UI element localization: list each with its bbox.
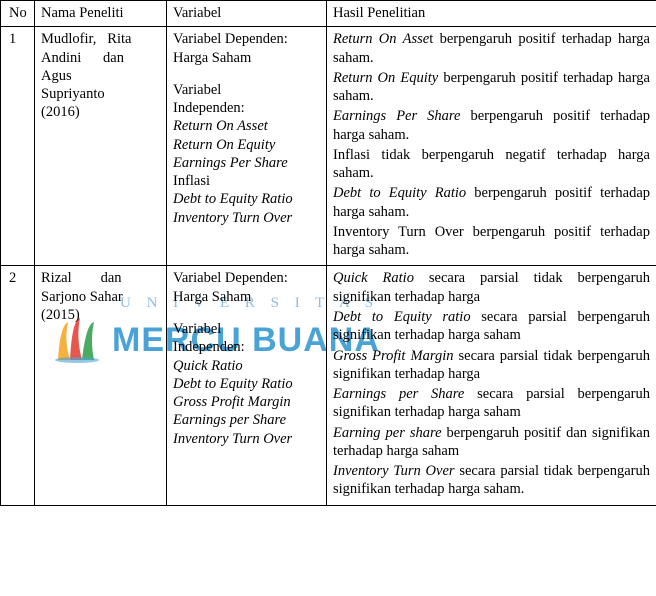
nama-line: Supriyanto [41, 85, 160, 103]
header-no: No [1, 1, 35, 27]
cell-variabel: Variabel Dependen:Harga Saham VariabelInd… [167, 27, 327, 266]
nama-line: Rizal dan [41, 269, 160, 287]
var-dep-value: Harga Saham [173, 49, 320, 67]
nama-line: Sarjono Sahar [41, 288, 160, 306]
cell-nama: Mudlofir, RitaAndini danAgusSupriyanto(2… [35, 27, 167, 266]
research-table: No Nama Peneliti Variabel Hasil Peneliti… [0, 0, 656, 506]
var-indep-item: Debt to Equity Ratio [173, 375, 320, 393]
hasil-line: Gross Profit Margin secara parsial tidak… [333, 347, 650, 384]
var-indep-item: Quick Ratio [173, 357, 320, 375]
hasil-line: Inventory Turn Over berpengaruh positif … [333, 223, 650, 260]
hasil-line: Earning per share berpengaruh positif da… [333, 424, 650, 461]
hasil-line: Inventory Turn Over secara parsial tidak… [333, 462, 650, 499]
hasil-term: Gross Profit Margin [333, 348, 453, 364]
var-indep-label2: Independen: [173, 99, 320, 117]
var-indep-item: Debt to Equity Ratio [173, 190, 320, 208]
header-hasil: Hasil Penelitian [327, 1, 656, 27]
cell-no: 2 [1, 266, 35, 505]
table-row: 2Rizal danSarjono Sahar(2015)Variabel De… [1, 266, 656, 505]
var-indep-item: Earnings per Share [173, 411, 320, 429]
nama-line: (2016) [41, 103, 160, 121]
cell-nama: Rizal danSarjono Sahar(2015) [35, 266, 167, 505]
table-header-row: No Nama Peneliti Variabel Hasil Peneliti… [1, 1, 656, 27]
nama-line: Agus [41, 67, 160, 85]
var-indep-item: Return On Asset [173, 117, 320, 135]
hasil-line: Earnings per Share secara parsial berpen… [333, 385, 650, 422]
var-indep-item: Inventory Turn Over [173, 209, 320, 227]
cell-no: 1 [1, 27, 35, 266]
hasil-term: Return On Asse [333, 31, 429, 47]
header-variabel: Variabel [167, 1, 327, 27]
var-indep-label: Variabel [173, 320, 320, 338]
hasil-line: Return On Asset berpengaruh positif terh… [333, 30, 650, 67]
nama-line: Mudlofir, Rita [41, 30, 160, 48]
hasil-line: Debt to Equity ratio secara parsial berp… [333, 308, 650, 345]
var-dep-label: Variabel Dependen: [173, 30, 320, 48]
var-indep-item: Inventory Turn Over [173, 430, 320, 448]
hasil-term: Debt to Equity Ratio [333, 185, 466, 201]
hasil-term: Earnings Per Share [333, 108, 460, 124]
table-row: 1Mudlofir, RitaAndini danAgusSupriyanto(… [1, 27, 656, 266]
hasil-term: Earnings per Share [333, 386, 464, 402]
hasil-line: Return On Equity berpengaruh positif ter… [333, 69, 650, 106]
cell-hasil: Return On Asset berpengaruh positif terh… [327, 27, 656, 266]
var-dep-label: Variabel Dependen: [173, 269, 320, 287]
header-nama: Nama Peneliti [35, 1, 167, 27]
var-indep-label: Variabel [173, 81, 320, 99]
hasil-line: Debt to Equity Ratio berpengaruh positif… [333, 184, 650, 221]
hasil-line: Quick Ratio secara parsial tidak berpeng… [333, 269, 650, 306]
cell-variabel: Variabel Dependen:Harga Saham VariabelInd… [167, 266, 327, 505]
nama-line: (2015) [41, 306, 160, 324]
var-indep-item: Return On Equity [173, 136, 320, 154]
var-indep-item: Earnings Per Share [173, 154, 320, 172]
nama-line: Andini dan [41, 49, 160, 67]
hasil-text: Inflasi tidak berpengaruh negatif terhad… [333, 147, 650, 181]
hasil-term: Earning per share [333, 425, 442, 441]
hasil-term: Return On Equity [333, 70, 438, 86]
cell-hasil: Quick Ratio secara parsial tidak berpeng… [327, 266, 656, 505]
hasil-line: Inflasi tidak berpengaruh negatif terhad… [333, 146, 650, 183]
hasil-term: Debt to Equity ratio [333, 309, 471, 325]
hasil-text: Inventory Turn Over berpengaruh positif … [333, 224, 650, 258]
hasil-line: Earnings Per Share berpengaruh positif t… [333, 107, 650, 144]
hasil-term: Quick Ratio [333, 270, 414, 286]
var-indep-label2: Independen: [173, 338, 320, 356]
var-indep-item: Gross Profit Margin [173, 393, 320, 411]
hasil-term: Inventory Turn Over [333, 463, 455, 479]
var-dep-value: Harga Saham [173, 288, 320, 306]
var-indep-item: Inflasi [173, 172, 320, 190]
